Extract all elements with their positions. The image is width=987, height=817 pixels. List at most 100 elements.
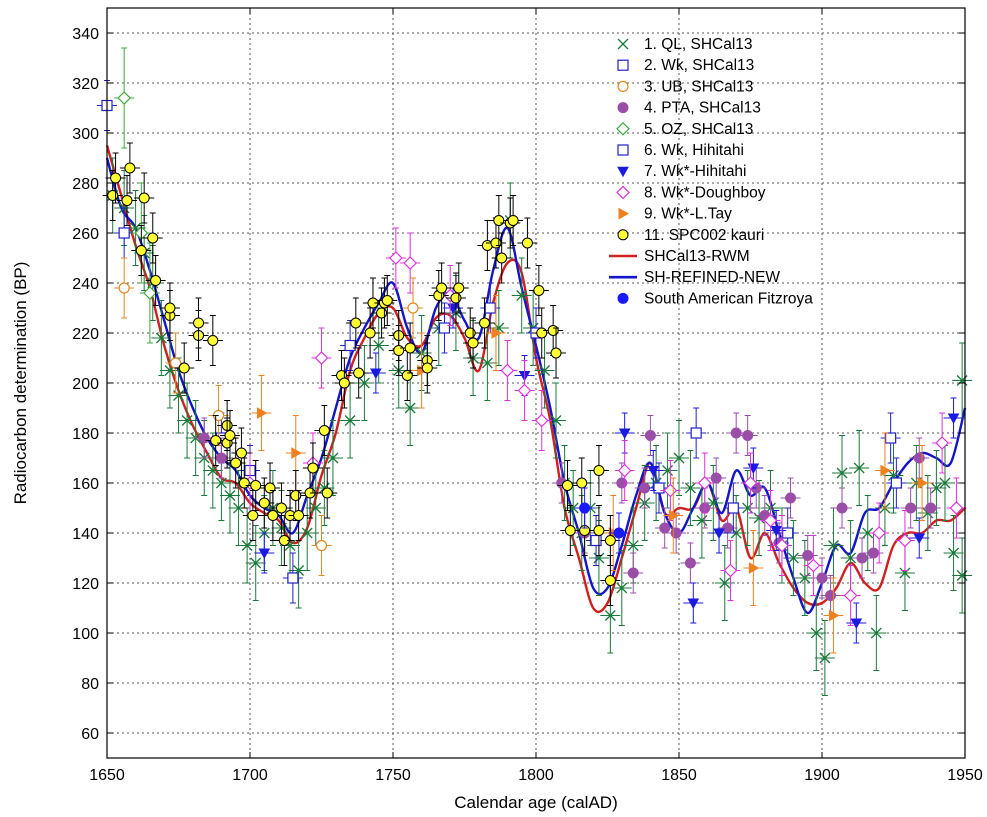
data-point <box>668 509 680 522</box>
data-point <box>653 482 665 494</box>
series-9-wk-l-tay <box>251 295 933 654</box>
legend-marker <box>617 80 629 93</box>
data-point <box>930 482 942 494</box>
series-8-wk-doughboy <box>240 227 967 626</box>
data-point <box>230 457 242 469</box>
data-point <box>613 527 625 539</box>
data-point <box>164 302 176 314</box>
data-point <box>258 548 271 560</box>
data-point <box>464 327 476 339</box>
data-point <box>539 365 551 376</box>
data-point <box>802 550 814 561</box>
y-tick-label: 340 <box>72 26 99 43</box>
x-tick-label: 1800 <box>518 767 554 784</box>
data-point <box>381 295 393 306</box>
y-tick-label: 200 <box>72 376 99 393</box>
data-point <box>670 527 682 539</box>
data-point <box>117 91 132 105</box>
y-tick-label: 300 <box>72 126 99 143</box>
legend-label: SHCal13-RWM <box>644 248 750 265</box>
data-point <box>376 307 388 319</box>
series-1-ql-shcal13 <box>102 157 973 696</box>
data-point <box>267 510 279 521</box>
legend-marker <box>616 185 630 200</box>
data-point <box>867 547 879 559</box>
data-point <box>870 627 882 639</box>
y-tick-label: 220 <box>72 326 99 343</box>
data-point <box>775 538 789 553</box>
data-point <box>389 251 403 265</box>
data-point <box>816 572 828 584</box>
data-point <box>616 477 628 489</box>
data-point <box>107 190 119 201</box>
data-point <box>697 476 712 490</box>
legend-label: 4. PTA, SHCal13 <box>644 100 761 117</box>
x-tick-label: 1850 <box>661 767 697 784</box>
data-point <box>147 232 159 244</box>
data-point <box>224 490 236 501</box>
data-point <box>880 464 891 477</box>
legend-marker <box>618 207 630 220</box>
x-tick-label: 1750 <box>375 767 411 784</box>
legend-marker <box>617 166 629 178</box>
data-point <box>256 407 268 419</box>
data-point <box>593 465 605 476</box>
legend-marker <box>617 59 629 71</box>
data-point <box>547 325 559 336</box>
data-point <box>819 652 831 664</box>
data-point <box>853 462 865 474</box>
legend-label: 1. QL, SHCal13 <box>644 36 753 53</box>
series-11-spc002-kauri <box>102 142 621 606</box>
data-point <box>898 533 912 548</box>
legend-label: 2. Wk, SHCal13 <box>644 57 754 74</box>
data-point <box>481 357 493 369</box>
data-point <box>507 215 519 226</box>
data-point <box>707 497 719 509</box>
data-point <box>404 402 416 414</box>
data-point <box>293 510 305 521</box>
data-point <box>121 195 133 206</box>
data-point <box>275 502 287 514</box>
data-point <box>238 477 250 489</box>
data-point <box>948 547 960 559</box>
y-tick-label: 180 <box>72 426 99 443</box>
data-point <box>500 363 515 378</box>
data-point <box>947 413 960 425</box>
data-point <box>905 502 917 514</box>
y-tick-label: 100 <box>72 626 99 643</box>
data-point <box>198 432 210 444</box>
x-tick-label: 1650 <box>89 767 125 784</box>
data-point <box>836 502 848 514</box>
data-point <box>604 575 616 586</box>
data-point <box>785 492 797 504</box>
data-point <box>118 282 130 294</box>
data-point <box>845 552 857 564</box>
data-point <box>684 482 696 494</box>
data-point <box>521 237 533 249</box>
data-point <box>438 322 451 334</box>
data-point <box>617 463 632 478</box>
data-point <box>862 527 874 539</box>
data-point <box>247 510 259 521</box>
data-point <box>917 477 929 489</box>
y-tick-label: 140 <box>72 526 99 543</box>
data-point <box>534 413 549 428</box>
data-point <box>491 327 502 339</box>
series-south-american-fitzroya <box>574 487 629 554</box>
data-point <box>856 552 868 564</box>
data-point <box>307 462 319 474</box>
legend-label: South American Fitzroya <box>644 290 813 307</box>
series-4-pta-shcal13 <box>194 412 941 616</box>
legend-marker <box>617 292 629 304</box>
data-point <box>782 527 794 539</box>
data-point <box>135 245 147 256</box>
data-point <box>604 610 616 621</box>
data-point <box>484 302 496 314</box>
y-tick-label: 280 <box>72 176 99 193</box>
data-point <box>890 477 902 489</box>
data-point <box>118 227 130 239</box>
data-point <box>742 430 754 441</box>
data-point <box>663 483 678 498</box>
data-point <box>344 415 356 426</box>
data-point <box>327 452 339 464</box>
